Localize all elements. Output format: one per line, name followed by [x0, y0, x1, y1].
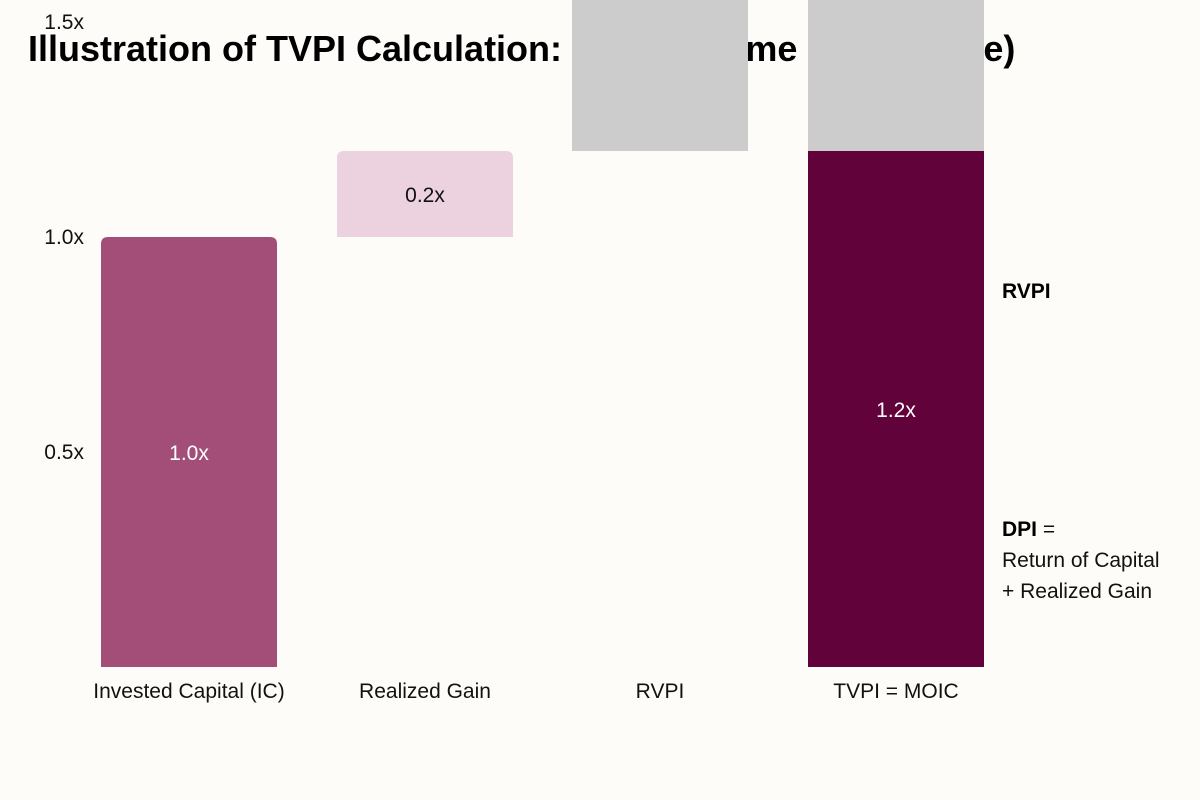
bar	[572, 0, 748, 151]
bar-value-label: 1.2x	[876, 399, 916, 422]
dpi-annotation-line: Return of Capital	[1002, 549, 1160, 572]
bar-value-label: 0.2x	[405, 184, 445, 207]
x-category-label: RVPI	[636, 680, 685, 703]
y-tick-label: 0.5x	[44, 441, 84, 464]
dpi-annotation: DPI =	[1002, 518, 1055, 541]
x-category-label: Invested Capital (IC)	[93, 680, 284, 703]
rvpi-annotation: RVPI	[1002, 280, 1051, 303]
y-tick-label: 1.0x	[44, 226, 84, 249]
dpi-annotation-line: + Realized Gain	[1002, 580, 1152, 603]
x-category-label: TVPI = MOIC	[833, 680, 958, 703]
bar	[337, 151, 513, 237]
bar	[101, 237, 277, 667]
y-tick-label: 1.5x	[44, 11, 84, 34]
bar-value-label: 1.0x	[169, 442, 209, 465]
bar	[808, 0, 984, 151]
x-category-label: Realized Gain	[359, 680, 491, 703]
bar	[808, 151, 984, 667]
